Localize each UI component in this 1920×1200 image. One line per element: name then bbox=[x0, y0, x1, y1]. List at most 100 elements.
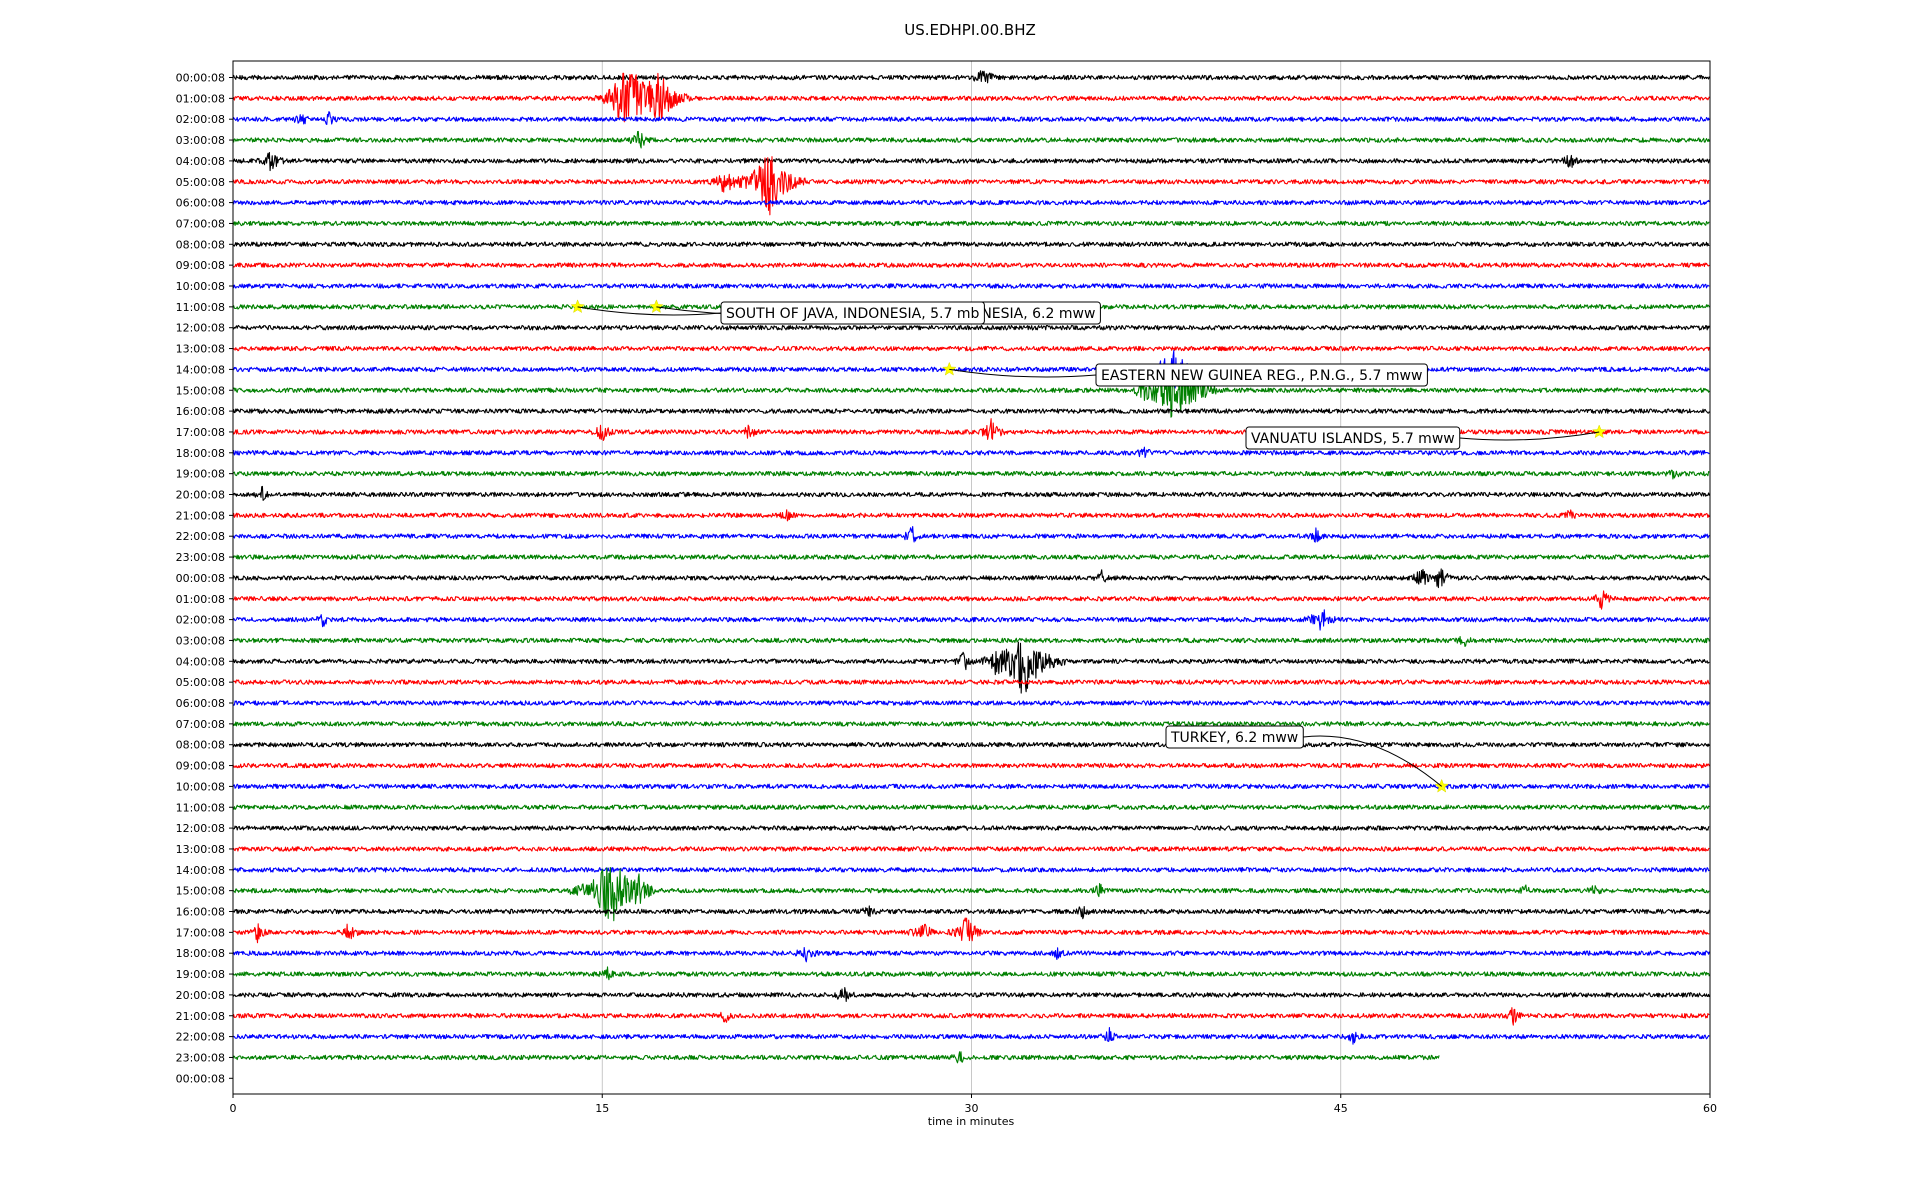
seismic-trace bbox=[232, 241, 1710, 248]
y-tick-label: 21:00:08 bbox=[176, 509, 225, 522]
seismic-trace bbox=[232, 345, 1710, 352]
seismic-trace bbox=[232, 111, 1710, 125]
y-tick-label: 05:00:08 bbox=[176, 176, 225, 189]
seismic-trace bbox=[232, 641, 1710, 694]
seismic-trace bbox=[232, 151, 1710, 172]
seismic-trace bbox=[232, 526, 1710, 543]
seismic-trace bbox=[232, 917, 1710, 944]
seismic-trace bbox=[232, 283, 1710, 289]
event-star-marker bbox=[942, 361, 957, 376]
y-tick-label: 12:00:08 bbox=[176, 322, 225, 335]
y-tick-label: 14:00:08 bbox=[176, 864, 225, 877]
x-tick-label: 30 bbox=[965, 1102, 979, 1115]
y-tick-label: 13:00:08 bbox=[176, 843, 225, 856]
event-annotation: EASTERN NEW GUINEA REG., P.N.G., 5.7 mww bbox=[1095, 363, 1428, 387]
seismic-trace bbox=[232, 590, 1710, 610]
seismic-trace bbox=[232, 568, 1710, 589]
chart-title: US.EDHPI.00.BHZ bbox=[904, 21, 1036, 39]
seismic-trace bbox=[232, 446, 1710, 459]
y-tick-label: 00:00:08 bbox=[176, 1072, 225, 1085]
y-tick-label: 18:00:08 bbox=[176, 447, 225, 460]
y-tick-label: 01:00:08 bbox=[176, 593, 225, 606]
y-tick-label: 19:00:08 bbox=[176, 968, 225, 981]
seismic-trace bbox=[232, 1027, 1710, 1045]
event-annotation-box bbox=[1095, 363, 1428, 387]
event-connector bbox=[1303, 735, 1443, 787]
seismic-trace bbox=[232, 220, 1710, 227]
seismic-trace bbox=[232, 987, 1710, 1003]
y-tick-label: 13:00:08 bbox=[176, 343, 225, 356]
seismic-trace bbox=[232, 1007, 1710, 1026]
seismic-trace bbox=[232, 350, 1710, 389]
y-tick-label: 20:00:08 bbox=[176, 489, 225, 502]
y-tick-label: 02:00:08 bbox=[176, 614, 225, 627]
y-tick-label: 08:00:08 bbox=[176, 739, 225, 752]
y-tick-label: 15:00:08 bbox=[176, 885, 225, 898]
y-tick-label: 06:00:08 bbox=[176, 197, 225, 210]
y-tick-label: 04:00:08 bbox=[176, 155, 225, 168]
seismic-trace bbox=[232, 762, 1710, 769]
event-star-marker bbox=[570, 299, 585, 314]
y-tick-label: 07:00:08 bbox=[176, 217, 225, 230]
seismic-trace bbox=[232, 741, 1710, 748]
event-markers bbox=[570, 299, 1607, 793]
event-star-marker bbox=[649, 299, 664, 314]
seismic-trace bbox=[232, 72, 1710, 123]
x-tick-label: 15 bbox=[595, 1102, 609, 1115]
seismic-trace bbox=[232, 866, 1710, 922]
event-annotation-box bbox=[1165, 725, 1304, 749]
y-tick-label: 00:00:08 bbox=[176, 572, 225, 585]
seismic-trace bbox=[232, 130, 1710, 149]
y-tick-label: 10:00:08 bbox=[176, 780, 225, 793]
y-tick-label: 05:00:08 bbox=[176, 676, 225, 689]
seismic-trace bbox=[233, 70, 1710, 84]
y-tick-label: 10:00:08 bbox=[176, 280, 225, 293]
seismic-trace bbox=[232, 554, 1710, 560]
event-connector bbox=[949, 368, 1097, 378]
seismic-trace bbox=[232, 262, 1710, 268]
seismic-trace bbox=[232, 199, 1710, 206]
y-tick-label: 01:00:08 bbox=[176, 92, 225, 105]
y-tick-label: 03:00:08 bbox=[176, 634, 225, 647]
event-annotation-label: TURKEY, 6.2 mww bbox=[1170, 730, 1298, 746]
x-tick-label: 45 bbox=[1334, 1102, 1348, 1115]
seismic-trace bbox=[232, 408, 1710, 414]
y-tick-label: 08:00:08 bbox=[176, 238, 225, 251]
y-tick-label: 15:00:08 bbox=[176, 384, 225, 397]
y-tick-label: 17:00:08 bbox=[176, 926, 225, 939]
event-star-marker bbox=[1591, 424, 1607, 439]
event-annotation-label: EASTERN NEW GUINEA REG., P.N.G., 5.7 mww bbox=[1101, 368, 1422, 384]
y-tick-label: 16:00:08 bbox=[176, 906, 225, 919]
seismic-trace bbox=[232, 485, 1710, 501]
seismic-trace bbox=[232, 469, 1710, 480]
y-tick-label: 22:00:08 bbox=[176, 1031, 225, 1044]
seismic-trace bbox=[232, 867, 1710, 873]
y-tick-label: 12:00:08 bbox=[176, 822, 225, 835]
y-tick-label: 20:00:08 bbox=[176, 989, 225, 1002]
y-tick-label: 23:00:08 bbox=[176, 1051, 225, 1064]
seismic-trace bbox=[232, 635, 1710, 647]
event-annotation-box bbox=[720, 301, 985, 325]
seismic-trace bbox=[232, 804, 1710, 810]
seismic-trace bbox=[232, 324, 1710, 331]
y-tick-label: 11:00:08 bbox=[176, 801, 225, 814]
y-tick-label: 21:00:08 bbox=[176, 1010, 225, 1023]
seismic-trace bbox=[232, 783, 1710, 790]
y-tick-label: 11:00:08 bbox=[176, 301, 225, 314]
y-tick-label: 22:00:08 bbox=[176, 530, 225, 543]
y-tick-label: 00:00:08 bbox=[176, 72, 225, 85]
y-tick-label: 06:00:08 bbox=[176, 697, 225, 710]
seismic-trace bbox=[232, 966, 1710, 981]
seismic-trace bbox=[232, 721, 1710, 727]
y-tick-label: 09:00:08 bbox=[176, 760, 225, 773]
y-tick-label: 23:00:08 bbox=[176, 551, 225, 564]
seismic-trace bbox=[232, 509, 1710, 522]
seismic-trace bbox=[232, 418, 1710, 442]
seismic-trace bbox=[232, 946, 1710, 963]
event-annotation: SOUTH OF JAVA, INDONESIA, 5.7 mb bbox=[720, 301, 985, 325]
y-tick-label: 03:00:08 bbox=[176, 134, 225, 147]
y-tick-label: 18:00:08 bbox=[176, 947, 225, 960]
seismic-traces bbox=[232, 70, 1710, 1064]
